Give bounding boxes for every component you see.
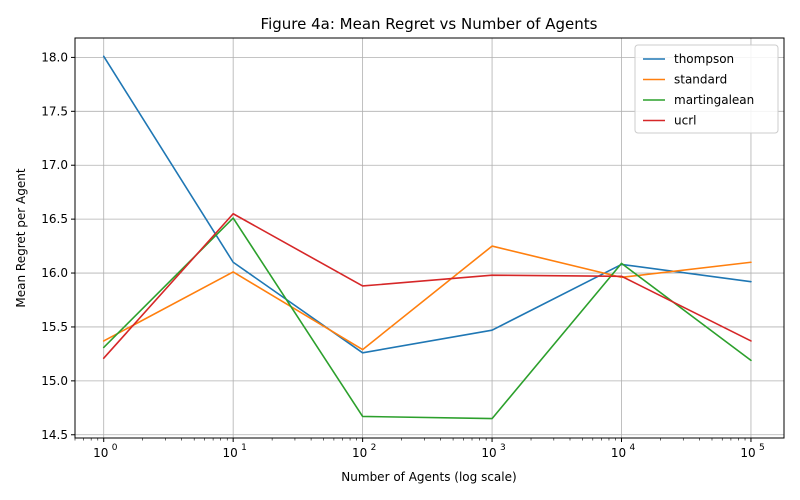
y-tick-label: 14.5 [41,428,68,442]
legend-label: ucrl [674,114,696,128]
x-tick-label: 10 [352,446,367,460]
series-line-standard [102,245,752,351]
x-tick-exponent: 3 [500,443,506,453]
series-line-ucrl [102,212,752,360]
legend-label: standard [674,73,727,87]
legend-label: thompson [674,52,734,66]
x-tick-exponent: 1 [241,443,247,453]
y-tick-label: 18.0 [41,50,68,64]
y-axis: 14.5 15.0 15.5 16.0 16.5 17.0 17.5 18.0 [41,50,75,442]
x-tick-label: 10 [611,446,626,460]
y-axis-label: Mean Regret per Agent [14,168,28,307]
y-tick-label: 15.0 [41,374,68,388]
x-tick-exponent: 4 [630,443,636,453]
series-line-martingalean [102,217,752,420]
x-tick-label: 10 [93,446,108,460]
x-axis: 10 0 10 1 10 2 10 3 10 4 10 5 [74,438,765,460]
x-tick-exponent: 0 [112,443,118,453]
y-tick-label: 17.5 [41,104,68,118]
y-tick-label: 16.5 [41,212,68,226]
y-tick-label: 17.0 [41,158,68,172]
x-tick-exponent: 5 [759,443,765,453]
x-tick-label: 10 [740,446,755,460]
x-axis-label: Number of Agents (log scale) [341,470,516,484]
legend-label: martingalean [674,93,754,107]
x-tick-exponent: 2 [371,443,377,453]
chart-title: Figure 4a: Mean Regret vs Number of Agen… [261,15,598,33]
series-line-thompson [102,55,752,354]
x-tick-label: 10 [481,446,496,460]
y-tick-label: 16.0 [41,266,68,280]
legend: thompson standard martingalean ucrl [634,44,779,134]
x-tick-label: 10 [223,446,238,460]
y-tick-label: 15.5 [41,320,68,334]
plot-frame [74,37,785,439]
legend-box [634,44,779,134]
series-layer [102,55,752,420]
